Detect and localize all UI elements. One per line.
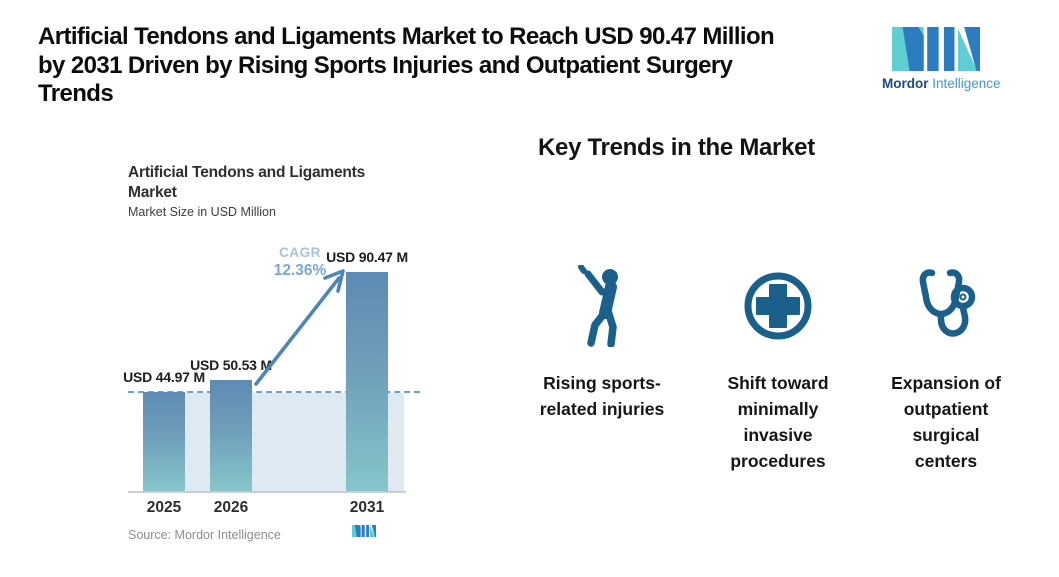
x-axis-labels: 2025 2026 2031 (128, 499, 420, 519)
baseball-batter-icon (512, 254, 692, 358)
page-title-line: Trends (38, 80, 114, 107)
bar-chart: USD 44.97 M USD 50.53 M USD 90.47 M CAGR… (123, 240, 420, 493)
brand-block: Mordor Intelligence (882, 27, 1001, 91)
bar-2025 (143, 392, 185, 491)
bar-2031 (346, 272, 388, 491)
x-axis-label: 2025 (146, 499, 182, 516)
brand-word-light: Intelligence (932, 76, 1001, 91)
trends-heading: Key Trends in the Market (538, 134, 815, 161)
baseline-dashed-line (128, 391, 420, 393)
page-title-line: Artificial Tendons and Ligaments Market … (38, 23, 775, 50)
trend-label: Shift toward minimally invasive procedur… (727, 373, 829, 471)
chart-subtitle: Market Size in USD Million (128, 205, 276, 219)
x-axis-label: 2026 (213, 499, 249, 516)
growth-arrow-icon (254, 269, 345, 386)
bar-2026 (210, 380, 252, 491)
trend-label: Rising sports-related injuries (539, 373, 665, 419)
cagr-label: CAGR (279, 245, 321, 260)
brand-wordmark: Mordor Intelligence (882, 76, 1001, 91)
stethoscope-icon (856, 254, 1036, 358)
page-title: Artificial Tendons and Ligaments Market … (38, 23, 775, 109)
cagr-annotation: CAGR 12.36% (274, 245, 327, 280)
bar-value-label: USD 50.53 M (190, 357, 272, 373)
brand-word-bold: Mordor (882, 76, 929, 91)
medical-cross-icon (688, 254, 868, 358)
mordor-logo-icon (352, 525, 376, 537)
trend-item: Expansion of outpatient surgical centers (856, 254, 1036, 474)
bar-value-label: USD 90.47 M (326, 249, 408, 265)
trend-label: Expansion of outpatient surgical centers (891, 373, 1001, 471)
chart-title: Artificial Tendons and Ligaments Market (128, 164, 366, 201)
x-axis-line (128, 491, 406, 493)
trend-item: Shift toward minimally invasive procedur… (688, 254, 868, 474)
trend-item: Rising sports-related injuries (512, 254, 692, 422)
source-note: Source: Mordor Intelligence (128, 528, 281, 542)
page-title-line: by 2031 Driven by Rising Sports Injuries… (38, 51, 733, 79)
mordor-logo-icon (892, 27, 980, 71)
x-axis-label: 2031 (349, 499, 385, 516)
bar-value-label: USD 44.97 M (123, 369, 205, 385)
cagr-value: 12.36% (273, 262, 327, 279)
